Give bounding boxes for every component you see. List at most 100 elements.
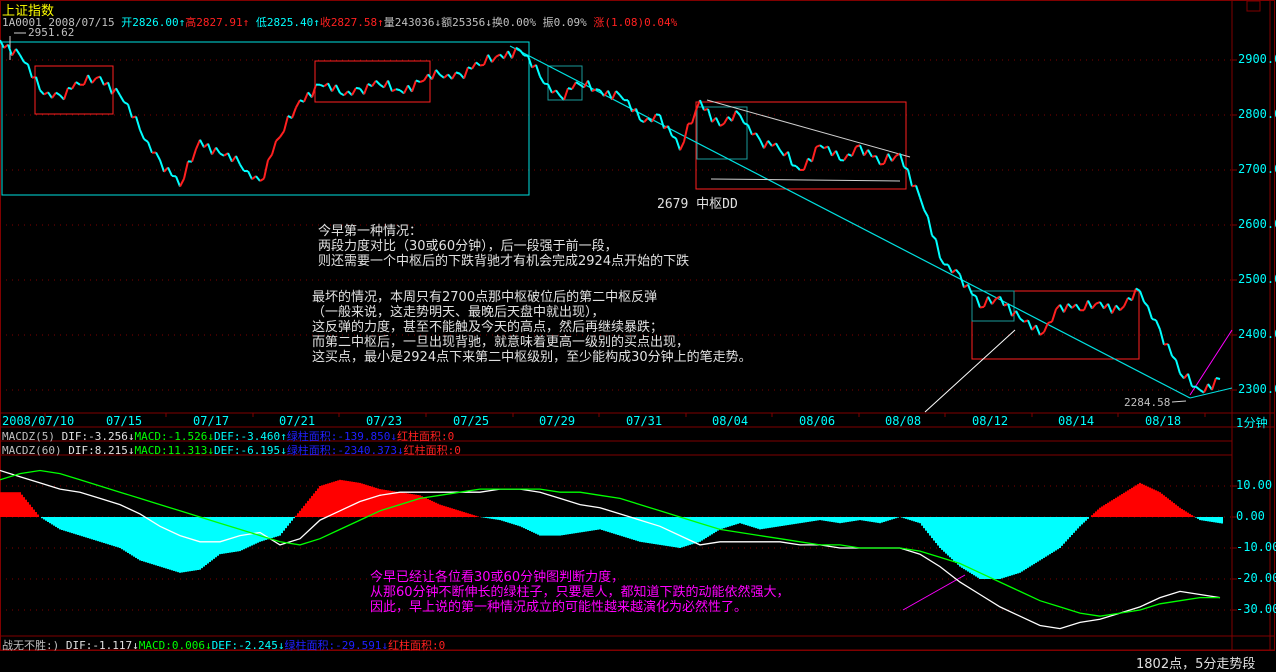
price-segment <box>220 154 224 156</box>
price-segment <box>716 118 720 126</box>
price-segment <box>656 114 660 115</box>
price-segment <box>196 140 200 149</box>
price-segment <box>120 95 124 102</box>
price-segment <box>940 258 944 265</box>
price-segment <box>388 81 392 92</box>
price-segment <box>276 137 280 141</box>
dif-value: DIF:8.215 <box>68 444 128 457</box>
price-segment <box>748 125 752 135</box>
price-segment <box>868 150 872 157</box>
price-segment <box>736 111 740 115</box>
pivot-box <box>35 66 113 114</box>
price-segment <box>216 148 220 154</box>
price-segment <box>504 51 508 58</box>
note-line: 最坏的情况，本周只有2700点那中枢破位后的第二中枢反弹 <box>312 290 752 305</box>
support-line <box>711 179 900 181</box>
price-segment <box>1132 288 1136 300</box>
def-value: DEF:-2.245 <box>212 639 278 652</box>
price-segment <box>1036 325 1040 335</box>
def-value: DEF:-6.195 <box>214 444 280 457</box>
note-line: 今早第一种情况： <box>318 224 689 239</box>
status-text: 1802点，5分走势段 <box>1136 653 1255 672</box>
close-value: 2827.58 <box>331 16 377 29</box>
price-segment <box>692 110 696 123</box>
price-segment <box>972 294 976 296</box>
price-segment <box>356 88 360 89</box>
pivot-box <box>696 102 906 189</box>
price-segment <box>992 299 996 304</box>
bottom-readout: 战无不胜:) DIF:-1.117↓MACD:0.006↓DEF:-2.245↓… <box>2 637 445 653</box>
price-segment <box>852 147 856 156</box>
price-segment <box>208 144 212 155</box>
price-segment <box>820 145 824 148</box>
price-segment <box>948 265 952 273</box>
price-segment <box>672 136 676 138</box>
price-segment <box>720 124 724 126</box>
indicator-name[interactable]: MACDZ(60) <box>2 444 62 457</box>
high-label: 高 <box>185 16 196 29</box>
price-segment <box>1212 378 1216 390</box>
note-line: 这反弹的力度，甚至不能触及今天的高点，然后再继续暴跌； <box>312 320 752 335</box>
price-segment <box>1160 330 1164 345</box>
price-segment <box>792 165 796 166</box>
green-area-value: 绿柱面积:-29.591 <box>284 639 381 652</box>
price-segment <box>1140 291 1144 302</box>
volume-value: 243036 <box>395 16 435 29</box>
price-segment <box>184 161 188 178</box>
note-macd: 今早已经让各位看30或60分钟图判断力度， 从那60分钟不断伸长的绿柱子，只要是… <box>370 570 790 615</box>
price-segment <box>1020 319 1024 322</box>
price-segment <box>1144 302 1148 307</box>
price-segment <box>764 141 768 149</box>
price-segment <box>412 80 416 91</box>
period-selector[interactable]: 1分钟 <box>1236 414 1268 431</box>
macd-y-tick-label: 10.00 <box>1236 478 1272 492</box>
price-segment <box>416 80 420 82</box>
price-segment <box>1064 304 1068 313</box>
price-segment <box>756 133 760 140</box>
dif-value: DIF:-1.117 <box>66 639 132 652</box>
price-segment <box>928 217 932 236</box>
price-segment <box>780 150 784 156</box>
turnover-label: 换 <box>492 16 503 29</box>
price-segment <box>796 166 800 170</box>
pivot-box <box>972 291 1139 359</box>
price-segment <box>924 210 928 217</box>
price-segment <box>804 159 808 170</box>
price-segment <box>352 88 356 95</box>
price-segment <box>1108 304 1112 314</box>
x-tick-label: 07/25 <box>453 414 489 428</box>
x-tick-label: 08/12 <box>972 414 1008 428</box>
x-tick-label: 08/04 <box>712 414 748 428</box>
price-segment <box>480 65 484 66</box>
price-segment <box>908 170 912 187</box>
x-tick-label: 07/23 <box>366 414 402 428</box>
price-segment <box>988 297 992 304</box>
price-segment <box>148 142 152 153</box>
indicator-name[interactable]: 战无不胜:) <box>2 639 59 652</box>
price-segment <box>52 93 56 98</box>
price-segment <box>616 91 620 95</box>
y-tick-label: 2400.0 <box>1238 327 1276 341</box>
price-segment <box>816 145 820 147</box>
price-segment <box>432 70 436 79</box>
price-segment <box>248 171 252 179</box>
macd-value: MACD:11.313 <box>134 444 207 457</box>
price-segment <box>544 84 548 85</box>
price-segment <box>108 82 112 94</box>
low-value: 2825.40 <box>267 16 313 29</box>
low-label: 低 <box>256 16 267 29</box>
price-segment <box>336 85 340 93</box>
note-line: （一般来说，这走势明天、最晚后天盘中就出现）， <box>312 305 752 320</box>
price-segment <box>952 270 956 273</box>
note-line: 今早已经让各位看30或60分钟图判断力度， <box>370 570 790 585</box>
price-segment <box>136 117 140 130</box>
macd-y-tick-label: -10.00 <box>1236 540 1276 554</box>
price-segment <box>284 116 288 131</box>
price-segment <box>496 55 500 57</box>
price-segment <box>1028 320 1032 330</box>
price-segment <box>660 115 664 128</box>
open-value: 2826.00 <box>132 16 178 29</box>
x-tick-label: 07/21 <box>279 414 315 428</box>
price-segment <box>1048 322 1052 323</box>
price-segment <box>100 77 104 86</box>
